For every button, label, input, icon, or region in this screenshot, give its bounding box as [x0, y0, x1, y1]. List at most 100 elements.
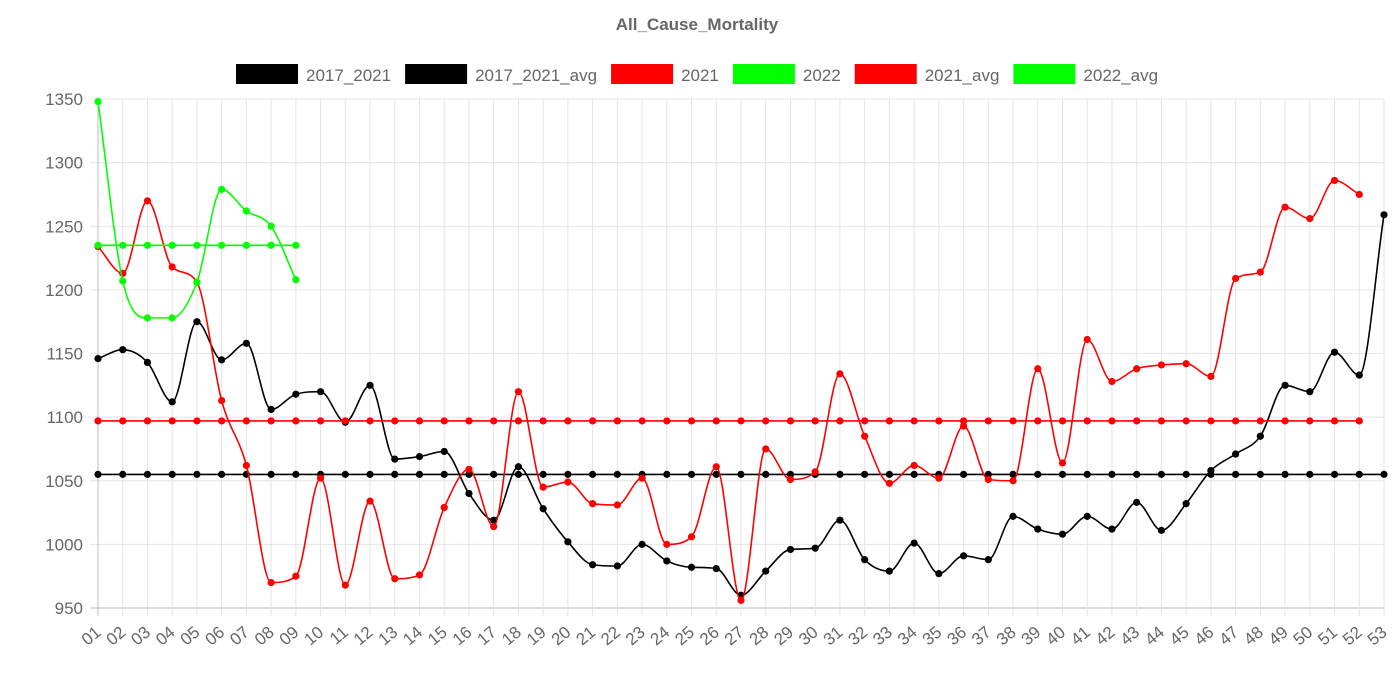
data-point-2021: [1355, 190, 1363, 199]
data-point-2022_avg: [119, 241, 127, 249]
data-point-2021_avg: [242, 417, 250, 425]
x-tick-label: 35: [919, 623, 946, 650]
data-point-2017_2021: [935, 570, 943, 578]
data-point-2021_avg: [143, 417, 152, 425]
x-tick-label: 07: [226, 623, 253, 650]
data-point-2021_avg: [836, 417, 844, 425]
data-point-2021_avg: [490, 417, 498, 425]
x-tick-label: 37: [968, 623, 995, 650]
data-point-2021: [1034, 365, 1042, 373]
data-point-2021: [910, 461, 918, 470]
y-tick-label: 1350: [45, 90, 83, 109]
data-point-2021: [1009, 477, 1017, 485]
data-point-2017_2021_avg: [465, 470, 473, 478]
data-point-2017_2021_avg: [564, 470, 572, 478]
data-point-2021_avg: [1009, 417, 1017, 425]
x-tick-label: 20: [548, 623, 575, 650]
data-point-2021: [341, 581, 349, 589]
y-tick-label: 1300: [45, 154, 83, 173]
x-tick-label: 14: [399, 623, 426, 650]
data-point-2017_2021_avg: [1034, 470, 1042, 478]
data-point-2017_2021: [94, 354, 102, 363]
data-point-2017_2021: [1355, 371, 1363, 379]
series-2022: [94, 97, 300, 322]
data-point-2021_avg: [613, 417, 621, 425]
data-point-2021_avg: [589, 417, 597, 425]
data-point-2021_avg: [1207, 417, 1215, 425]
data-point-2017_2021_avg: [885, 470, 893, 478]
data-point-2021_avg: [94, 417, 102, 425]
data-point-2017_2021: [168, 398, 176, 406]
x-tick-label: 49: [1265, 623, 1292, 650]
data-point-2017_2021: [1058, 530, 1067, 538]
x-tick-label: 51: [1314, 623, 1341, 650]
data-point-2017_2021_avg: [1083, 470, 1091, 478]
data-point-2017_2021: [465, 489, 473, 498]
data-point-2017_2021: [786, 545, 795, 554]
data-point-2017_2021_avg: [440, 470, 448, 478]
data-point-2022: [119, 277, 127, 285]
x-tick-label: 27: [721, 623, 748, 650]
data-point-2021_avg: [1256, 417, 1264, 425]
data-point-2021: [786, 475, 795, 484]
data-point-2017_2021: [1157, 526, 1166, 534]
series-layer: [94, 97, 1388, 604]
data-point-2022: [193, 278, 201, 286]
data-point-2017_2021_avg: [687, 470, 696, 478]
data-point-2021: [613, 501, 621, 509]
x-tick-label: 43: [1117, 623, 1144, 650]
data-point-2021: [267, 578, 275, 587]
data-point-2021: [638, 474, 646, 482]
data-point-2017_2021_avg: [737, 470, 745, 478]
y-tick-label: 1250: [45, 217, 83, 236]
x-tick-label: 32: [845, 623, 872, 650]
data-point-2021: [1306, 215, 1314, 223]
x-tick-label: 46: [1191, 623, 1218, 650]
data-point-2017_2021: [292, 390, 300, 398]
data-point-2017_2021: [589, 561, 597, 569]
data-point-2021_avg: [712, 417, 720, 425]
x-tick-label: 23: [622, 623, 649, 650]
data-point-2017_2021: [1380, 211, 1388, 219]
data-point-2021_avg: [687, 417, 696, 425]
data-point-2017_2021: [1256, 432, 1264, 440]
legend-label: 2017_2021: [306, 66, 391, 85]
y-tick-label: 950: [55, 599, 83, 618]
data-point-2017_2021: [1009, 512, 1017, 520]
x-tick-label: 26: [696, 623, 723, 650]
x-tick-label: 40: [1042, 623, 1069, 650]
legend-label: 2021_avg: [925, 66, 1000, 85]
data-point-2021: [984, 475, 992, 484]
data-point-2017_2021: [984, 556, 992, 564]
x-tick-label: 45: [1166, 623, 1193, 650]
data-point-2017_2021_avg: [786, 470, 795, 478]
x-tick-label: 33: [869, 623, 896, 650]
data-point-2017_2021: [687, 563, 696, 571]
x-tick-label: 29: [770, 623, 797, 650]
data-point-2017_2021: [267, 405, 275, 414]
data-point-2017_2021_avg: [539, 470, 547, 478]
data-point-2017_2021: [1306, 388, 1314, 396]
data-point-2021_avg: [168, 417, 176, 425]
data-point-2021: [1281, 203, 1289, 211]
data-point-2021_avg: [885, 417, 893, 425]
data-point-2017_2021: [366, 381, 374, 389]
data-point-2017_2021_avg: [1380, 470, 1388, 478]
data-point-2017_2021: [663, 557, 671, 565]
data-point-2017_2021: [1108, 525, 1116, 533]
data-point-2017_2021_avg: [119, 470, 127, 478]
data-point-2021: [1058, 459, 1067, 467]
data-point-2022: [94, 97, 102, 106]
data-point-2017_2021_avg: [1330, 470, 1339, 478]
data-point-2017_2021_avg: [490, 470, 498, 478]
data-point-2017_2021: [885, 567, 893, 575]
data-point-2022_avg: [193, 241, 201, 249]
data-point-2017_2021: [1281, 381, 1289, 389]
grid: [90, 98, 1385, 616]
data-point-2021_avg: [292, 417, 300, 425]
data-point-2021_avg: [1330, 417, 1339, 425]
data-point-2017_2021_avg: [168, 470, 176, 478]
data-point-2017_2021_avg: [391, 470, 399, 478]
series-line-2021: [97, 179, 1360, 602]
